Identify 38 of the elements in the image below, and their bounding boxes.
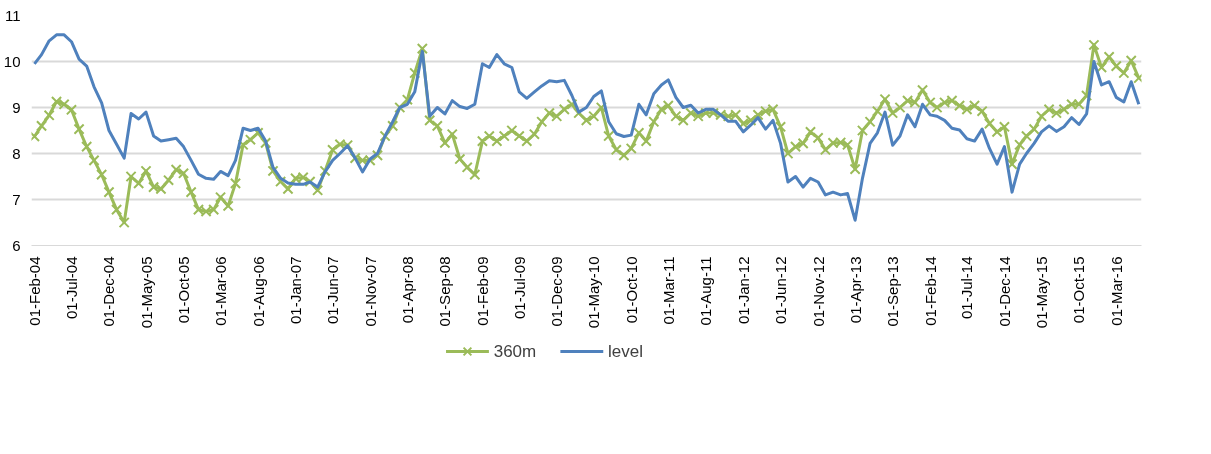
x-tick-label: 01-May-10 bbox=[585, 256, 603, 329]
x-tick-label: 01-Jul-14 bbox=[958, 256, 976, 320]
x-tick-label: 01-Feb-14 bbox=[921, 256, 939, 326]
legend-label: level bbox=[608, 342, 643, 361]
x-tick-label: 01-Jul-09 bbox=[510, 256, 528, 320]
x-tick-label: 01-Nov-07 bbox=[361, 256, 379, 327]
x-tick-label: 01-Jul-04 bbox=[62, 256, 80, 320]
x-tick-label: 01-Oct-10 bbox=[622, 256, 640, 324]
x-tick-label: 01-Jan-07 bbox=[287, 256, 305, 325]
y-tick-label: 7 bbox=[12, 190, 21, 208]
x-tick-label: 01-Oct-05 bbox=[175, 256, 193, 324]
y-tick-label: 8 bbox=[12, 144, 21, 162]
x-tick-label: 01-Jan-12 bbox=[734, 256, 752, 325]
x-tick-label: 01-Aug-06 bbox=[249, 256, 267, 327]
x-tick-label: 01-Apr-08 bbox=[398, 256, 416, 324]
x-tick-label: 01-Mar-06 bbox=[212, 256, 230, 326]
x-tick-label: 01-Mar-16 bbox=[1107, 256, 1125, 326]
y-tick-label: 10 bbox=[3, 52, 21, 70]
x-tick-label: 01-Feb-04 bbox=[25, 256, 43, 326]
x-tick-label: 01-Aug-11 bbox=[697, 256, 715, 326]
x-tick-label: 01-Jun-07 bbox=[324, 256, 342, 325]
x-tick-label: 01-Dec-14 bbox=[995, 256, 1013, 327]
x-tick-label: 01-Dec-04 bbox=[100, 256, 118, 327]
x-tick-label: 01-Feb-09 bbox=[473, 256, 491, 326]
x-tick-label: 01-Sep-08 bbox=[436, 256, 454, 327]
x-tick-label: 01-Apr-13 bbox=[846, 256, 864, 324]
y-tick-label: 11 bbox=[4, 6, 21, 24]
x-tick-label: 01-Dec-09 bbox=[548, 256, 566, 327]
x-tick-label: 01-Mar-11 bbox=[659, 256, 677, 325]
x-tick-label: 01-May-15 bbox=[1032, 256, 1050, 329]
x-tick-label: 01-Sep-13 bbox=[884, 256, 902, 327]
legend-label: 360m bbox=[493, 342, 537, 361]
y-tick-label: 9 bbox=[12, 98, 21, 116]
x-tick-label: 01-May-05 bbox=[137, 256, 155, 329]
x-tick-label: 01-Oct-15 bbox=[1070, 256, 1088, 324]
y-tick-label: 6 bbox=[12, 236, 21, 254]
x-tick-label: 01-Jun-12 bbox=[772, 256, 790, 325]
x-tick-label: 01-Nov-12 bbox=[809, 256, 827, 327]
